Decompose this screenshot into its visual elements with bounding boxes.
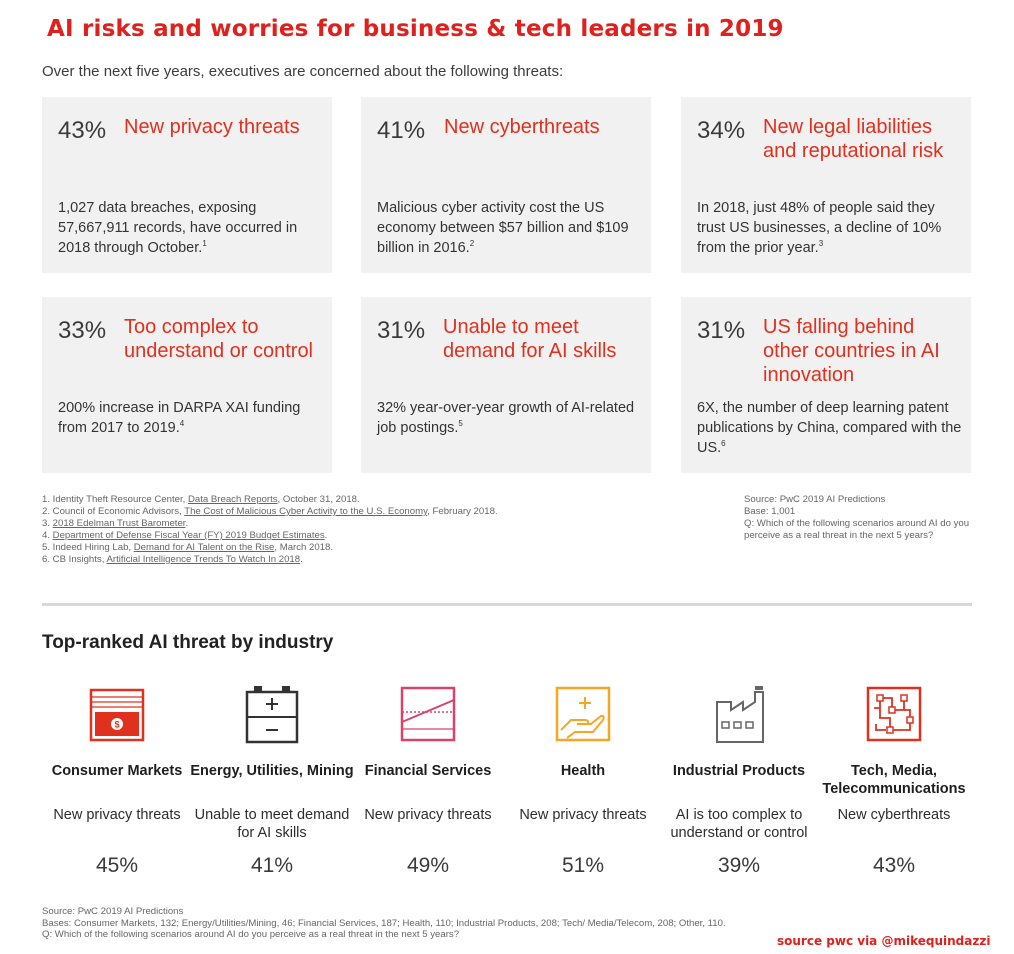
footnote-marker: 4 <box>179 419 185 429</box>
threat-card-privacy: 43% New privacy threats 1,027 data breac… <box>42 97 332 273</box>
reference-item: 1. Identity Theft Resource Center, Data … <box>42 494 360 505</box>
money-icon: $ <box>89 688 145 742</box>
threat-percent: 33% <box>58 317 107 344</box>
industry-threat: New cyberthreats <box>837 807 951 823</box>
reference-item: 2. Council of Economic Advisors, The Cos… <box>42 506 498 517</box>
threat-card-complex: 33% Too complex to understand or control… <box>42 297 332 473</box>
industry-percent: 39% <box>717 854 761 877</box>
references-list: 1. Identity Theft Resource Center, Data … <box>42 494 498 566</box>
footnote-marker: 2 <box>469 239 475 249</box>
threat-label: US falling behind other countries in AI … <box>763 316 940 386</box>
threat-description: In 2018, just 48% of people said they tr… <box>697 200 942 256</box>
industry-threat: Unable to meet demand for AI skills <box>194 807 350 841</box>
chart-icon <box>400 686 456 742</box>
reference-item: 3. 2018 Edelman Trust Barometer. <box>42 518 189 529</box>
threat-description: 200% increase in DARPA XAI funding from … <box>58 400 301 436</box>
industry-name: Tech, Media, Telecommunications <box>822 763 966 797</box>
industry-name: Health <box>560 763 606 779</box>
industry-name: Industrial Products <box>672 763 806 779</box>
threat-percent: 43% <box>58 117 107 144</box>
credit-line: source pwc via @mikequindazzi <box>777 934 991 948</box>
factory-icon <box>716 686 764 743</box>
reference-link[interactable]: Data Breach Reports <box>187 494 278 505</box>
page-title: AI risks and worries for business & tech… <box>47 16 784 42</box>
industry-percent: 43% <box>872 854 916 877</box>
threat-card-cyber: 41% New cyberthreats Malicious cyber act… <box>361 97 651 273</box>
reference-link[interactable]: Department of Defense Fiscal Year (FY) 2… <box>52 530 325 541</box>
industry-tech-media-telecom: Tech, Media, Telecommunications New cybe… <box>809 684 979 877</box>
footnote-marker: 6 <box>721 439 726 449</box>
reference-item: 5. Indeed Hiring Lab, Demand for AI Tale… <box>42 542 334 553</box>
industry-threat: New privacy threats <box>519 807 647 823</box>
industry-percent: 41% <box>250 854 294 877</box>
industry-threat: AI is too complex to understand or contr… <box>670 807 808 841</box>
industry-consumer-markets: $ Consumer Markets New privacy threats 4… <box>32 684 202 877</box>
footnote-marker: 5 <box>458 419 463 429</box>
threat-percent: 34% <box>697 117 746 144</box>
threat-label: New legal liabilities and reputational r… <box>763 116 944 162</box>
threat-description: Malicious cyber activity cost the US eco… <box>377 200 629 256</box>
health-hand-icon <box>555 686 611 742</box>
industry-health: Health New privacy threats 51% <box>498 684 668 877</box>
threat-label: Too complex to understand or control <box>124 316 314 362</box>
threat-card-skills: 31% Unable to meet demand for AI skills … <box>361 297 651 473</box>
threat-description: 32% year-over-year growth of AI-related … <box>377 400 635 436</box>
reference-link[interactable]: Artificial Intelligence Trends To Watch … <box>106 554 301 565</box>
page-subtitle: Over the next five years, executives are… <box>42 63 564 80</box>
industry-financial-services: Financial Services New privacy threats 4… <box>343 684 513 877</box>
industry-name: Energy, Utilities, Mining <box>190 763 354 779</box>
svg-text:$: $ <box>114 720 119 730</box>
threat-description: 6X, the number of deep learning patent p… <box>697 400 962 456</box>
industry-threat: New privacy threats <box>53 807 181 823</box>
industry-section-title: Top-ranked AI threat by industry <box>42 632 334 653</box>
industry-name: Financial Services <box>364 763 492 779</box>
battery-icon <box>245 686 299 744</box>
threat-card-innovation: 31% US falling behind other countries in… <box>681 297 971 473</box>
threat-label: New privacy threats <box>124 116 300 138</box>
industry-energy: Energy, Utilities, Mining Unable to meet… <box>187 684 357 877</box>
threat-description: 1,027 data breaches, exposing 57,667,911… <box>58 200 298 256</box>
section-divider <box>42 603 972 606</box>
reference-link[interactable]: 2018 Edelman Trust Barometer <box>52 518 186 529</box>
industry-threat: New privacy threats <box>364 807 492 823</box>
reference-item: 4. Department of Defense Fiscal Year (FY… <box>42 530 328 541</box>
circuit-icon <box>866 686 922 742</box>
industry-percent: 45% <box>95 854 139 877</box>
threat-label: New cyberthreats <box>444 116 600 138</box>
reference-link[interactable]: Demand for AI Talent on the Rise <box>133 542 275 553</box>
threat-percent: 31% <box>697 317 746 344</box>
footnote-marker: 1 <box>202 239 207 249</box>
threat-card-legal: 34% New legal liabilities and reputation… <box>681 97 971 273</box>
industry-industrial-products: Industrial Products AI is too complex to… <box>654 684 824 877</box>
source-note: Source: PwC 2019 AI Predictions Base: 1,… <box>744 494 970 541</box>
threat-label: Unable to meet demand for AI skills <box>443 316 617 362</box>
threat-percent: 41% <box>377 117 426 144</box>
reference-item: 6. CB Insights, Artificial Intelligence … <box>42 554 303 565</box>
reference-link[interactable]: The Cost of Malicious Cyber Activity to … <box>184 506 428 517</box>
footnote-marker: 3 <box>818 239 824 249</box>
threat-percent: 31% <box>377 317 426 344</box>
industry-percent: 51% <box>561 854 605 877</box>
industry-percent: 49% <box>406 854 450 877</box>
source-note-bottom: Source: PwC 2019 AI Predictions Bases: C… <box>42 906 726 940</box>
industry-name: Consumer Markets <box>51 763 183 779</box>
